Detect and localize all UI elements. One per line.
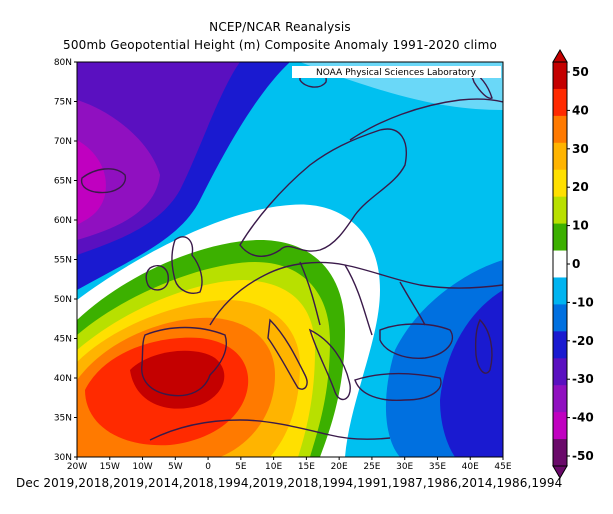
- colorbar-swatch: [553, 62, 567, 90]
- colorbar-label: 50: [572, 65, 589, 79]
- longitude-axis: 20W 15W 10W 5W 0 5E 10E 15E 20E 25E 30E 35E 40E 45E: [67, 457, 512, 472]
- lat-tick-label: 65N: [54, 177, 72, 187]
- lon-tick-label: 5W: [168, 462, 183, 472]
- colorbar-swatch: [553, 358, 567, 386]
- lat-tick-label: 75N: [54, 98, 72, 108]
- latitude-axis: 30N 35N 40N 45N 50N 55N 60N 65N 70N 75N 80N: [54, 58, 77, 463]
- credit-text: NOAA Physical Sciences Laboratory: [316, 68, 477, 78]
- colorbar-label: 40: [572, 103, 589, 117]
- lon-tick-label: 10E: [265, 462, 282, 472]
- lat-tick-label: 60N: [54, 216, 72, 226]
- colorbar-swatch: [553, 277, 567, 305]
- credit-box: [292, 66, 501, 78]
- colorbar-swatch: [553, 385, 567, 413]
- colorbar-label: -20: [572, 334, 594, 348]
- coastlines: [80, 68, 503, 441]
- colorbar-swatch: [553, 439, 567, 467]
- colorbar-label: -30: [572, 372, 594, 386]
- colorbar-swatch: [553, 115, 567, 144]
- lon-tick-label: 25E: [363, 462, 380, 472]
- colorbar-arrow-top: [552, 49, 568, 63]
- colorbar-label: 30: [572, 142, 589, 156]
- colorbar-label: 10: [572, 219, 589, 233]
- colorbar-label: -10: [572, 295, 594, 309]
- colorbar-label: 0: [572, 257, 580, 271]
- lat-tick-label: 70N: [54, 137, 72, 147]
- colorbar-swatch: [553, 412, 567, 440]
- lat-tick-label: 35N: [54, 414, 72, 424]
- anomaly-low-core: [77, 140, 106, 225]
- colorbar: 50 40 30 20 10 0 -10 -20 -30 -40 -50: [552, 49, 594, 479]
- lat-tick-label: 55N: [54, 256, 72, 266]
- anomaly-high-core: [130, 350, 225, 409]
- lon-tick-label: 0: [205, 462, 211, 472]
- colorbar-label: -50: [572, 449, 594, 463]
- lon-tick-label: 10W: [132, 462, 152, 472]
- chart-subtitle: 500mb Geopotential Height (m) Composite …: [62, 38, 498, 52]
- lon-tick-label: 30E: [396, 462, 413, 472]
- lat-tick-label: 45N: [54, 335, 72, 345]
- colorbar-swatch: [553, 304, 567, 332]
- lon-tick-label: 20W: [67, 462, 87, 472]
- colorbar-swatch: [553, 88, 567, 117]
- lon-tick-label: 40E: [462, 462, 479, 472]
- lat-tick-label: 30N: [54, 453, 72, 463]
- chart-title: NCEP/NCAR Reanalysis: [209, 20, 351, 34]
- colorbar-swatch: [553, 169, 567, 198]
- composite-dates: Dec 2019,2018,2019,2014,2018,1994,2019,2…: [16, 476, 563, 490]
- colorbar-label: 20: [572, 180, 589, 194]
- colorbar-swatch: [553, 196, 567, 225]
- lon-tick-label: 35E: [429, 462, 446, 472]
- colorbar-label: -40: [572, 411, 594, 425]
- lon-tick-label: 20E: [331, 462, 348, 472]
- lon-tick-label: 15E: [298, 462, 315, 472]
- lon-tick-label: 5E: [235, 462, 247, 472]
- colorbar-swatch: [553, 223, 567, 252]
- colorbar-swatch: [553, 250, 567, 278]
- lat-tick-label: 40N: [54, 374, 72, 384]
- anomaly-field: [77, 62, 503, 457]
- lon-tick-label: 45E: [494, 462, 511, 472]
- lat-tick-label: 80N: [54, 58, 72, 68]
- colorbar-swatch: [553, 331, 567, 359]
- lon-tick-label: 15W: [100, 462, 120, 472]
- colorbar-swatch: [553, 142, 567, 171]
- lat-tick-label: 50N: [54, 295, 72, 305]
